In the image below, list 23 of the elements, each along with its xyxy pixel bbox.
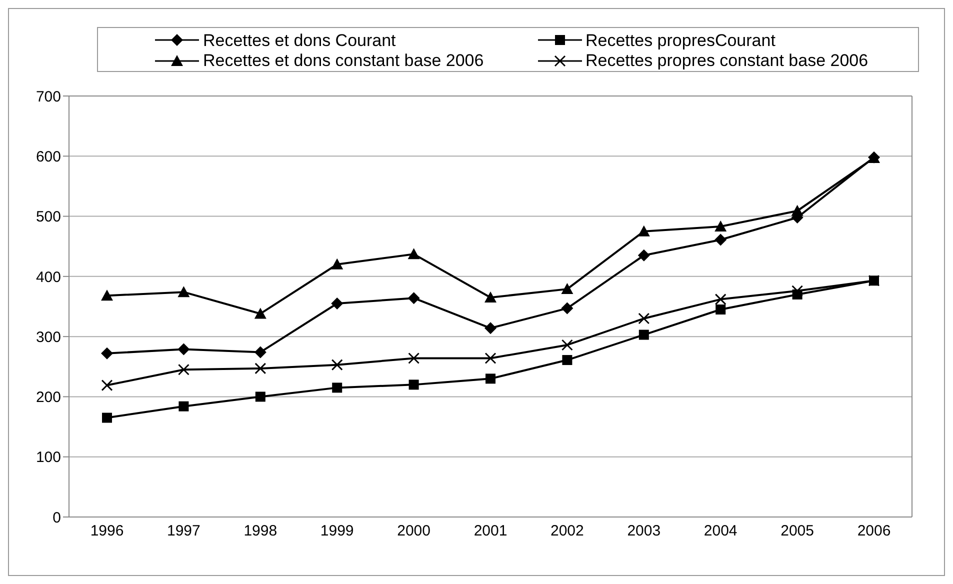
x-tick-label: 2005 [780, 522, 814, 540]
x-tick-label: 2004 [704, 522, 738, 540]
y-tick-label: 600 [36, 148, 61, 166]
x-tick-label: 1997 [167, 522, 200, 540]
y-tick-label: 100 [36, 449, 61, 466]
y-tick-label: 700 [36, 88, 61, 106]
x-tick-label: 2001 [474, 522, 508, 540]
y-tick-label: 400 [36, 268, 61, 286]
x-tick-label: 1996 [90, 522, 124, 540]
legend-label: Recettes et dons constant base 2006 [203, 51, 484, 70]
x-tick-label: 2003 [627, 522, 661, 540]
x-tick-label: 1998 [244, 522, 278, 540]
x-tick-label: 1999 [320, 522, 354, 540]
x-tick-label: 2002 [550, 522, 584, 540]
legend-label: Recettes propresCourant [586, 30, 776, 50]
legend-label: Recettes et dons Courant [203, 30, 396, 50]
y-tick-label: 200 [36, 389, 61, 406]
x-tick-label: 2006 [857, 522, 891, 540]
y-tick-label: 0 [52, 509, 61, 526]
x-tick-label: 2000 [397, 522, 430, 540]
y-tick-label: 300 [36, 328, 61, 346]
legend-label: Recettes propres constant base 2006 [586, 51, 868, 70]
y-tick-label: 500 [36, 208, 61, 226]
